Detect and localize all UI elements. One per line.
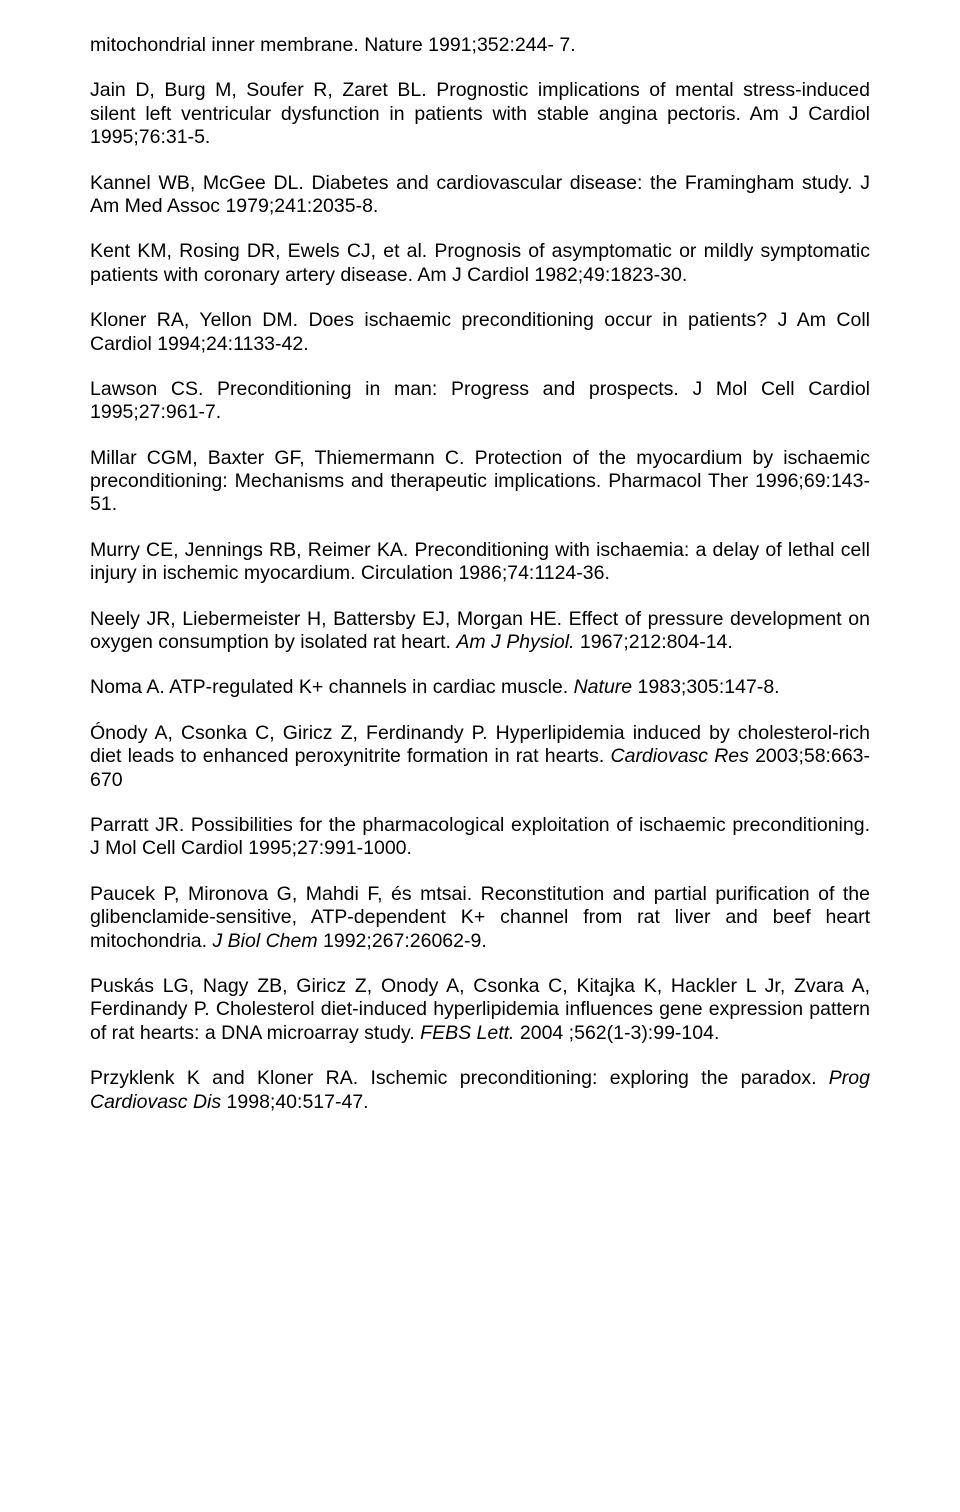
reference-text: Millar CGM, Baxter GF, Thiemermann C. Pr… [90, 447, 870, 516]
reference-journal: J Biol Chem [212, 930, 317, 952]
reference-text: 1983;305:147-8. [632, 676, 779, 698]
reference-entry: Parratt JR. Possibilities for the pharma… [90, 814, 870, 861]
page-container: mitochondrial inner membrane. Nature 199… [0, 0, 960, 1512]
reference-entry: Kannel WB, McGee DL. Diabetes and cardio… [90, 172, 870, 219]
reference-text: Lawson CS. Preconditioning in man: Progr… [90, 378, 870, 423]
reference-entry: mitochondrial inner membrane. Nature 199… [90, 34, 870, 57]
reference-text: 1992;267:26062-9. [318, 930, 487, 952]
reference-journal: Am J Physiol. [456, 631, 574, 653]
reference-text: Kent KM, Rosing DR, Ewels CJ, et al. Pro… [90, 240, 870, 285]
reference-text: 1967;212:804-14. [575, 631, 733, 653]
reference-text: Przyklenk K and Kloner RA. Ischemic prec… [90, 1067, 829, 1089]
reference-entry: Przyklenk K and Kloner RA. Ischemic prec… [90, 1067, 870, 1114]
reference-entry: Ónody A, Csonka C, Giricz Z, Ferdinandy … [90, 722, 870, 792]
reference-entry: Noma A. ATP-regulated K+ channels in car… [90, 676, 870, 699]
reference-entry: Puskás LG, Nagy ZB, Giricz Z, Onody A, C… [90, 975, 870, 1045]
reference-entry: Lawson CS. Preconditioning in man: Progr… [90, 378, 870, 425]
reference-journal: Nature [574, 676, 633, 698]
reference-entry: Kloner RA, Yellon DM. Does ischaemic pre… [90, 309, 870, 356]
reference-journal: Cardiovasc Res [611, 745, 749, 767]
reference-text: Kannel WB, McGee DL. Diabetes and cardio… [90, 172, 870, 217]
reference-text: Jain D, Burg M, Soufer R, Zaret BL. Prog… [90, 79, 870, 148]
reference-entry: Millar CGM, Baxter GF, Thiemermann C. Pr… [90, 447, 870, 517]
reference-journal: FEBS Lett. [420, 1022, 514, 1044]
reference-text: Kloner RA, Yellon DM. Does ischaemic pre… [90, 309, 870, 354]
reference-text: Parratt JR. Possibilities for the pharma… [90, 814, 870, 859]
reference-entry: Jain D, Burg M, Soufer R, Zaret BL. Prog… [90, 79, 870, 149]
reference-entry: Kent KM, Rosing DR, Ewels CJ, et al. Pro… [90, 240, 870, 287]
reference-text: mitochondrial inner membrane. Nature 199… [90, 34, 576, 56]
reference-entry: Neely JR, Liebermeister H, Battersby EJ,… [90, 608, 870, 655]
reference-text: 1998;40:517-47. [221, 1091, 368, 1113]
reference-entry: Paucek P, Mironova G, Mahdi F, és mtsai.… [90, 883, 870, 953]
reference-text: Murry CE, Jennings RB, Reimer KA. Precon… [90, 539, 870, 584]
reference-entry: Murry CE, Jennings RB, Reimer KA. Precon… [90, 539, 870, 586]
reference-text: Noma A. ATP-regulated K+ channels in car… [90, 676, 574, 698]
reference-text: 2004 ;562(1-3):99-104. [514, 1022, 719, 1044]
